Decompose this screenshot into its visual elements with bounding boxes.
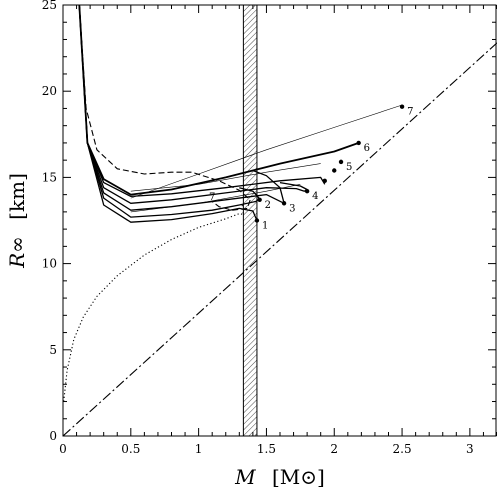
marked-point-2 — [257, 197, 262, 203]
curve-7 — [130, 104, 403, 199]
marked-point-unlabeled-5 — [332, 168, 337, 173]
marked-point-unlabeled-4 — [322, 178, 327, 184]
marked-point-1 — [254, 218, 260, 223]
point-label-7: 7 — [407, 107, 413, 118]
y-axis-symbol: R∞ — [5, 236, 29, 269]
x-tick-label: 2 — [330, 442, 338, 456]
y-tick-label: 0 — [49, 429, 57, 443]
curve-1 — [78, 5, 258, 223]
y-tick-label: 15 — [42, 170, 57, 184]
y-tick-label: 10 — [42, 257, 57, 271]
x-axis-symbol: M — [234, 465, 256, 489]
marked-point-3 — [281, 201, 287, 206]
marked-point-5 — [338, 159, 344, 165]
annotation-0: 7 — [209, 192, 215, 203]
x-tick-label: 1 — [195, 442, 203, 456]
marked-point-4 — [304, 188, 310, 194]
x-tick-label: 0 — [59, 442, 67, 456]
curve-dotted — [63, 203, 244, 402]
y-tick-label: 25 — [42, 0, 57, 12]
x-tick-label: 3 — [466, 442, 474, 456]
curve-thin-1 — [130, 184, 301, 213]
curve-dashed — [78, 5, 251, 211]
x-tick-label: 2.5 — [393, 442, 412, 456]
point-label-1: 1 — [262, 221, 268, 232]
x-tick-label: 0.5 — [121, 442, 140, 456]
y-axis-title: R∞ [km] — [5, 173, 29, 269]
limit-line — [63, 42, 497, 436]
curve-3 — [78, 5, 285, 211]
point-label-2: 2 — [265, 200, 271, 211]
curves — [63, 5, 497, 436]
curve-thin-2 — [130, 163, 321, 192]
point-label-3: 3 — [289, 203, 295, 214]
marked-point-6 — [356, 140, 361, 146]
curve-2 — [78, 5, 261, 218]
x-axis-title: M [M⊙] — [234, 465, 325, 489]
y-axis-unit: [km] — [5, 173, 29, 220]
y-tick-label: 5 — [49, 343, 57, 357]
x-tick-label: 1.5 — [257, 442, 276, 456]
point-label-6: 6 — [364, 143, 370, 154]
marked-point-7 — [399, 104, 405, 109]
curve-6 — [78, 5, 359, 196]
point-label-4: 4 — [312, 191, 318, 202]
marked-points: 1 2 3 4 5 6 7 7 — [209, 104, 413, 232]
x-axis-unit: [M⊙] — [272, 465, 325, 489]
curve-4 — [78, 5, 308, 204]
point-label-5: 5 — [346, 162, 352, 173]
y-tick-label: 20 — [42, 84, 57, 98]
